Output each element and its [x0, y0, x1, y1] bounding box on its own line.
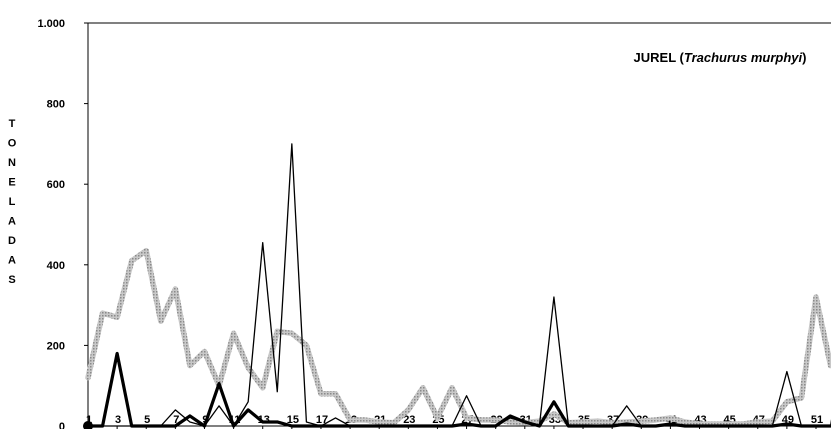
plot-frame: [87, 22, 831, 427]
y-tick-label: 800: [47, 99, 65, 111]
x-tick-label: 5: [144, 414, 150, 426]
y-label-letter: N: [8, 157, 16, 169]
marker-layer: [83, 421, 93, 429]
y-tick-label: 600: [47, 179, 65, 191]
y-label-letter: S: [8, 274, 15, 286]
x-tick-label: 23: [403, 414, 415, 426]
x-tick-label: 11: [229, 414, 241, 426]
y-tick-label: 0: [59, 421, 65, 429]
chart-title: JUREL (Trachurus murphyi): [634, 50, 807, 65]
x-tick-label: 3: [115, 414, 121, 426]
chart-title-suffix: ): [802, 50, 806, 65]
data-marker: [83, 421, 93, 429]
y-tick-label: 200: [47, 340, 65, 352]
y-ticks: 0 200 400 600 800 1.000: [37, 18, 88, 429]
x-tick-label: 15: [287, 414, 299, 426]
series-line-thin-black: [87, 143, 831, 427]
chart-title-prefix: JUREL (: [634, 50, 685, 65]
y-label-letter: A: [8, 255, 16, 267]
y-label-letter: T: [9, 118, 16, 130]
y-tick-label: 400: [47, 260, 65, 272]
chart-title-species: Trachurus murphyi: [684, 50, 803, 65]
y-label-letter: O: [8, 138, 17, 150]
x-tick-label: 51: [811, 414, 823, 426]
y-label-letter: L: [9, 196, 16, 208]
series-line-gray-textured-thick: [85, 247, 831, 427]
y-label-letter: A: [8, 216, 16, 228]
series-line-thick-black: [86, 351, 831, 428]
x-tick-label: 7: [173, 414, 179, 426]
y-tick-label: 1.000: [37, 18, 65, 30]
series-layer: [85, 143, 831, 428]
y-label-letter: D: [8, 235, 16, 247]
y-label-letter: E: [8, 177, 15, 189]
x-tick-label: 1: [86, 414, 92, 426]
